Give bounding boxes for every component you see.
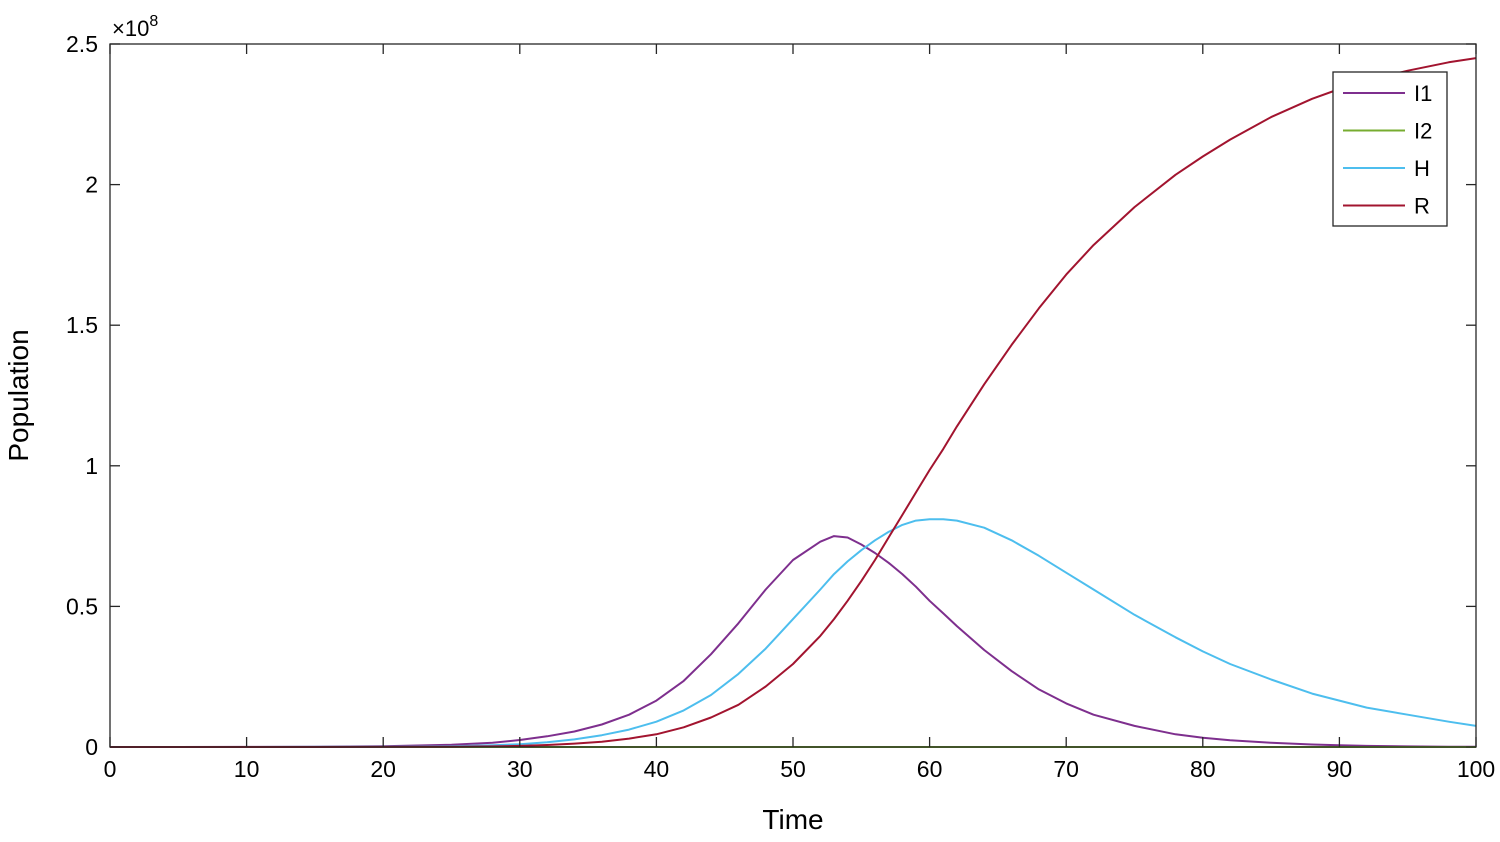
legend-label-i2: I2 [1414, 119, 1432, 144]
series-line-r [110, 57, 1477, 748]
y-tick-label: 2 [85, 172, 98, 198]
legend: I1 I2 HR [1332, 71, 1448, 227]
x-tick-label: 70 [1053, 756, 1079, 782]
x-tick-label: 20 [370, 756, 396, 782]
x-tick-label: 30 [507, 756, 533, 782]
y-exponent-power: 8 [149, 13, 158, 30]
y-exponent-base: ×10 [112, 16, 149, 41]
x-axis-title: Time [762, 804, 823, 835]
x-tick-label: 60 [917, 756, 943, 782]
y-tick-label: 0 [85, 734, 98, 760]
x-tick-label: 90 [1327, 756, 1353, 782]
series-line-i1 [110, 535, 1477, 748]
legend-label-r: R [1414, 194, 1430, 219]
legend-label-h: H [1414, 156, 1430, 181]
tick-layer: 0 10 20 30 40 50 60 70 80 90 100 0 0.5 1 1.5 2 2.5 [66, 31, 1495, 782]
series-layer [110, 57, 1477, 748]
x-tick-label: 50 [780, 756, 806, 782]
y-axis-exponent: ×108 [112, 13, 158, 41]
x-tick-label: 80 [1190, 756, 1216, 782]
y-tick-label: 2.5 [66, 31, 98, 57]
legend-label-i1: I1 [1414, 81, 1432, 106]
y-axis-title: Population [3, 329, 34, 461]
x-tick-label: 100 [1457, 756, 1495, 782]
y-tick-label: 1.5 [66, 312, 98, 338]
plot-frame [109, 43, 1477, 748]
x-tick-label: 0 [104, 756, 117, 782]
x-tick-label: 10 [234, 756, 260, 782]
y-tick-label: 0.5 [66, 593, 98, 619]
x-tick-label: 40 [644, 756, 670, 782]
y-tick-label: 1 [85, 453, 98, 479]
series-line-h [110, 518, 1477, 748]
y-axis-title-group: Population [3, 329, 34, 461]
legend-box [1332, 71, 1448, 227]
